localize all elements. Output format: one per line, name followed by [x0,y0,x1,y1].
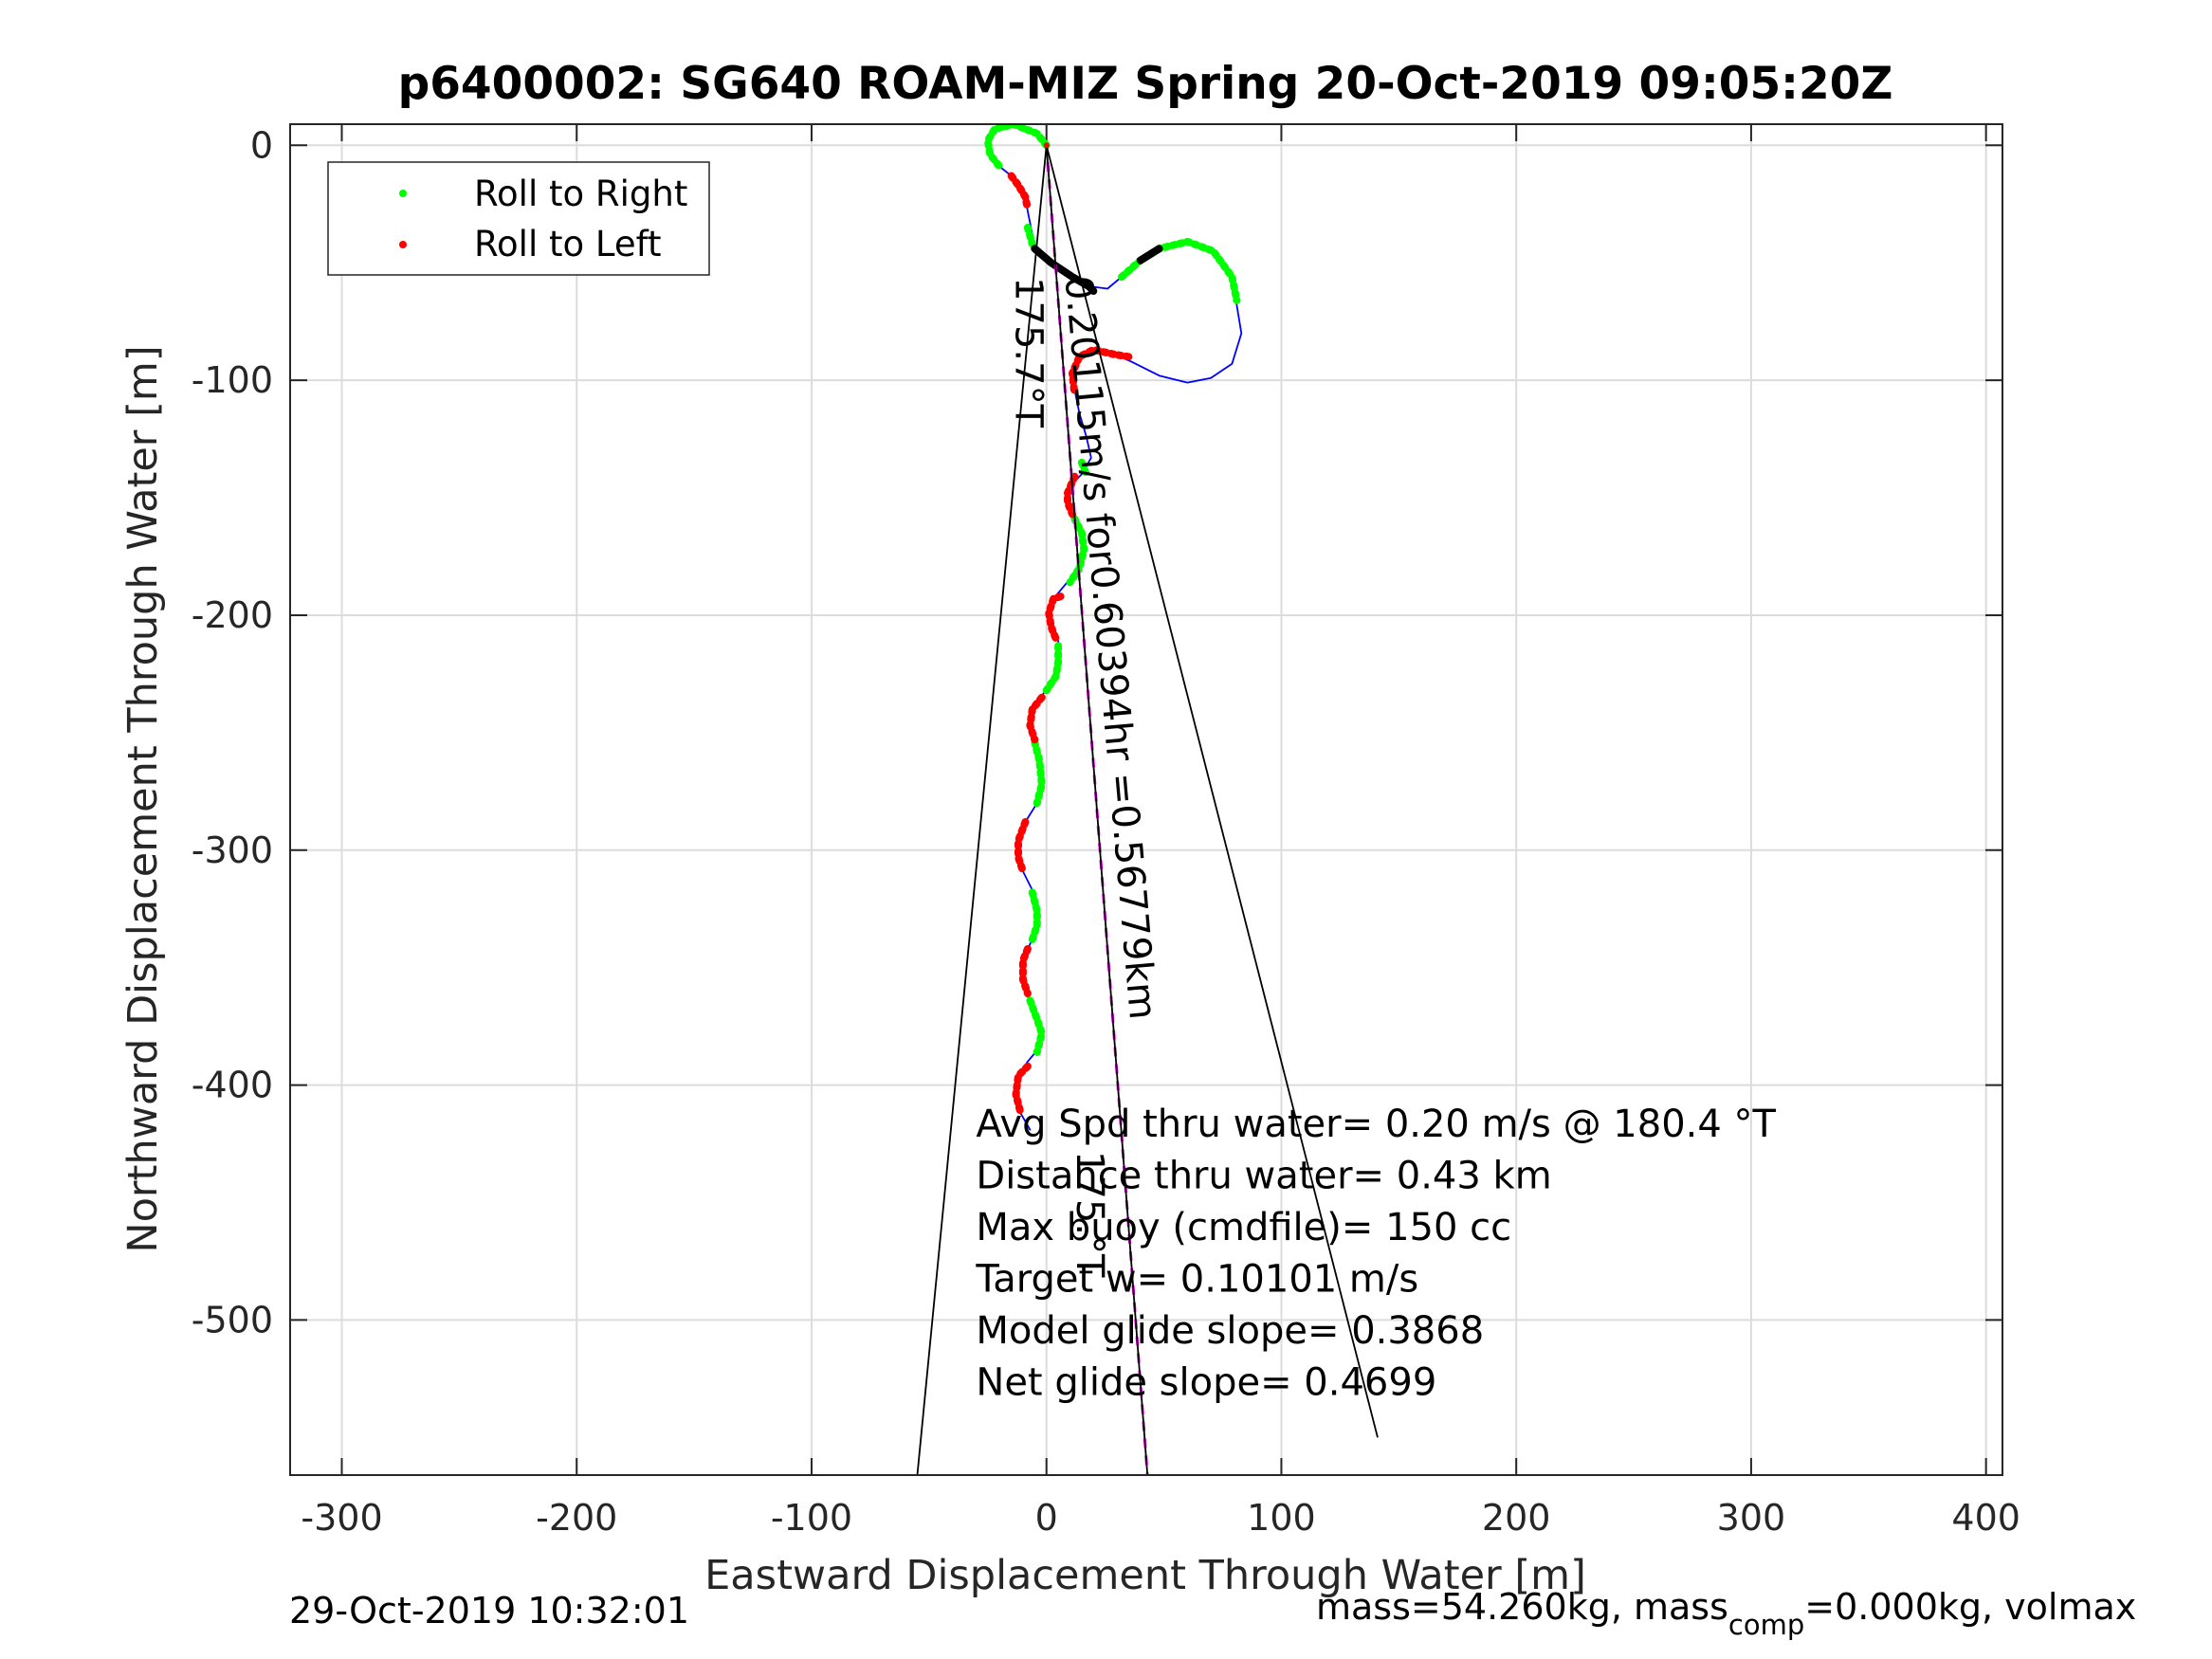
roll-right-segment [1028,888,1041,943]
x-tick-label: -300 [301,1497,382,1539]
start-marker [1043,142,1050,149]
x-tick-label: 200 [1482,1497,1551,1539]
mass-suffix: =0.000kg, volmax [1804,1586,2136,1628]
y-tick-label: -500 [192,1299,273,1340]
roll-right-segment [1077,458,1090,479]
legend-marker-left [399,241,407,248]
legend-marker-right [399,190,407,197]
y-tick-labels: -500 -400 -300 -200 -100 0 [192,124,273,1340]
roll-left-segment [1012,1062,1032,1118]
bearing-line [916,145,1048,1475]
roll-left-segment [1064,472,1079,519]
stats-text: Model glide slope= 0.3868 [976,1309,1484,1353]
legend-label-left: Roll to Left [474,224,662,264]
roll-left-segment [1069,345,1133,398]
legend-box [327,161,710,276]
bearing-line [1045,145,1379,1438]
x-axis-label: Eastward Displacement Through Water [m] [704,1552,1586,1599]
chart-title: p6400002: SG640 ROAM-MIZ Spring 20-Oct-2… [398,58,1893,110]
roll-right-segment [1023,224,1036,248]
plot-area [290,124,2002,1475]
y-tick-label: -300 [192,830,273,871]
y-tick-label: 0 [250,124,273,166]
y-axis-label: Northward Displacement Through Water [m] [119,345,167,1252]
footer-mass-info: mass=54.260kg, masscomp=0.000kg, volmax [1316,1586,2136,1641]
y-tick-label: -100 [192,359,273,401]
roll-right-segment [983,124,1051,171]
plot-frame [289,123,2003,1476]
highlight-segment [1136,245,1163,264]
roll-right-segment [1042,642,1063,695]
x-tick-label: 400 [1951,1497,2020,1539]
stats-text: Avg Spd thru water= 0.20 m/s @ 180.4 °T [976,1103,1776,1146]
x-tick-label: -100 [771,1497,852,1539]
x-tick-label: -200 [536,1497,617,1539]
roll-right-segment [1066,515,1088,587]
x-tick-labels: -300 -200 -100 0 100 200 300 400 [301,1497,2020,1539]
rotated-annotation: 175.°T [1068,1151,1111,1278]
y-tick-label: -400 [192,1065,273,1106]
footer-timestamp: 29-Oct-2019 10:32:01 [289,1590,689,1632]
series-layer [916,124,1379,1475]
rotated-annotation: 175.7°T [1007,277,1051,428]
roll-right-segment [1031,738,1046,808]
x-tick-label: 300 [1717,1497,1786,1539]
legend: Roll to Right Roll to Left [327,161,710,276]
y-tick-label: -200 [192,594,273,636]
stats-text: Max buoy (cmdfile)= 150 cc [976,1206,1511,1249]
bearing-line [1045,145,1149,1475]
x-tick-label: 100 [1247,1497,1316,1539]
mass-prefix: mass=54.260kg, mass [1316,1586,1728,1628]
roll-right-segment [1026,996,1046,1056]
stats-text: Net glide slope= 0.4699 [976,1361,1436,1405]
roll-left-segment [1018,944,1032,997]
highlight-segment [1031,245,1098,295]
roll-left-segment [1026,693,1046,744]
grid [290,124,2002,1475]
mass-subscript: comp [1728,1609,1804,1641]
x-tick-label: 0 [1035,1497,1058,1539]
tick-marks [290,124,2002,1475]
roll-left-segment [1015,818,1030,876]
legend-label-right: Roll to Right [474,173,687,214]
roll-left-segment [1007,172,1032,213]
stats-text: Target w= 0.10101 m/s [975,1258,1418,1302]
roll-left-segment [1045,592,1065,643]
stats-text: Distance thru water= 0.43 km [976,1155,1551,1198]
